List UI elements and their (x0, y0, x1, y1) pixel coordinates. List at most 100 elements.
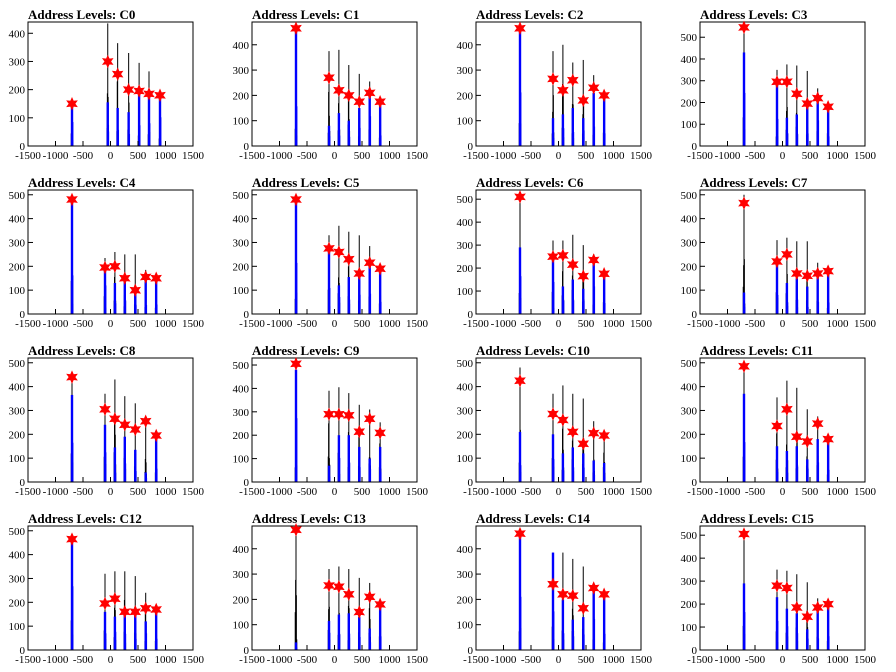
peak-marker (66, 192, 78, 207)
peak-marker (333, 579, 345, 594)
x-tick-label: 0 (332, 486, 338, 498)
peak-marker (109, 412, 121, 426)
peak-marker (514, 526, 526, 541)
histogram-fill (358, 271, 361, 314)
histogram-fill (582, 634, 585, 650)
panel-title: Address Levels: C5 (252, 175, 360, 190)
plot-frame (475, 525, 642, 651)
histogram-fill (70, 198, 74, 314)
x-tick-label: -500 (297, 654, 318, 666)
plot-frame (475, 21, 642, 147)
y-tick-label: 500 (681, 32, 698, 44)
histogram-fill (113, 447, 117, 482)
y-tick-label: 0 (468, 477, 474, 489)
histogram-fill (775, 261, 779, 314)
histogram-fill (519, 596, 522, 650)
x-tick-label: 1500 (630, 486, 653, 498)
histogram-fill (155, 304, 158, 314)
peak-marker (547, 577, 559, 591)
plot-frame (251, 357, 418, 483)
panel-title: Address Levels: C7 (700, 175, 808, 190)
histogram-fill (347, 120, 350, 146)
x-tick-label: -1500 (239, 318, 265, 330)
peak-marker (790, 266, 803, 281)
x-tick-label: 0 (780, 150, 786, 162)
x-tick-label: 0 (332, 150, 338, 162)
y-tick-label: 100 (9, 113, 26, 125)
panel-c5: Address Levels: C50100200300400500-1500-… (233, 175, 429, 330)
peak-marker (790, 429, 803, 444)
peak-marker (598, 587, 610, 602)
peak-marker (133, 84, 145, 98)
histogram-fill (551, 434, 555, 482)
histogram-fill (379, 301, 382, 314)
x-tick-label: -1500 (687, 318, 713, 330)
x-tick-label: 500 (802, 486, 819, 498)
peak-marker (577, 437, 590, 451)
x-tick-label: 500 (802, 654, 819, 666)
histogram-fill (123, 436, 126, 482)
histogram-fill (368, 628, 371, 650)
peak-marker (150, 602, 162, 617)
x-tick-label: 500 (354, 654, 371, 666)
x-tick-label: 1000 (379, 654, 402, 666)
histogram-fill (145, 305, 148, 314)
x-tick-label: 1500 (182, 654, 205, 666)
y-tick-label: 400 (9, 28, 26, 40)
histogram-fill (592, 586, 595, 650)
plot-frame (475, 189, 642, 315)
peak-marker (811, 600, 824, 615)
histogram-fill (144, 280, 147, 314)
histogram-fill (369, 469, 372, 482)
y-tick-label: 200 (457, 90, 474, 102)
x-tick-label: 0 (108, 486, 114, 498)
y-tick-label: 200 (9, 85, 26, 97)
histogram-fill (378, 604, 382, 650)
histogram-fill (295, 647, 298, 650)
histogram-fill (117, 129, 120, 146)
peak-marker (323, 70, 335, 85)
x-tick-label: 1000 (603, 318, 626, 330)
histogram-fill (572, 132, 575, 146)
x-tick-label: 0 (556, 654, 562, 666)
y-tick-label: 0 (468, 645, 474, 657)
x-tick-label: 500 (578, 150, 595, 162)
peak-marker (577, 269, 590, 283)
panel-title: Address Levels: C11 (700, 343, 813, 358)
histogram-fill (562, 128, 565, 146)
histogram-fill (328, 287, 331, 314)
histogram-fill (295, 106, 298, 146)
y-tick-label: 300 (9, 405, 26, 417)
y-tick-label: 0 (468, 141, 474, 153)
histogram-fill (378, 446, 382, 482)
peak-marker (811, 416, 824, 431)
x-tick-label: -1000 (491, 654, 517, 666)
peak-marker (333, 407, 345, 421)
x-tick-label: -500 (297, 486, 318, 498)
peak-marker (129, 422, 142, 437)
x-tick-label: 1000 (379, 486, 402, 498)
x-tick-label: 500 (354, 318, 371, 330)
panel-c8: Address Levels: C80100200300400500-1500-… (9, 343, 205, 498)
histogram-fill (776, 471, 779, 482)
y-tick-label: 0 (20, 645, 26, 657)
panel-title: Address Levels: C0 (28, 7, 135, 22)
y-tick-label: 0 (244, 309, 250, 321)
y-tick-label: 0 (20, 477, 26, 489)
peak-marker (801, 96, 814, 111)
y-tick-label: 300 (9, 237, 26, 249)
x-tick-label: 1000 (827, 318, 850, 330)
panel-title: Address Levels: C4 (28, 175, 136, 190)
plot-frame (27, 525, 194, 651)
peak-marker (598, 88, 610, 103)
y-tick-label: 200 (681, 429, 698, 441)
x-tick-label: -1500 (687, 486, 713, 498)
x-tick-label: -1500 (15, 318, 41, 330)
panel-title: Address Levels: C13 (252, 511, 366, 526)
x-tick-label: -1000 (43, 654, 69, 666)
histogram-fill (742, 292, 746, 314)
histogram-fill (796, 633, 799, 650)
x-tick-label: 1500 (630, 654, 653, 666)
peak-marker (566, 257, 579, 272)
histogram-fill (776, 118, 779, 146)
